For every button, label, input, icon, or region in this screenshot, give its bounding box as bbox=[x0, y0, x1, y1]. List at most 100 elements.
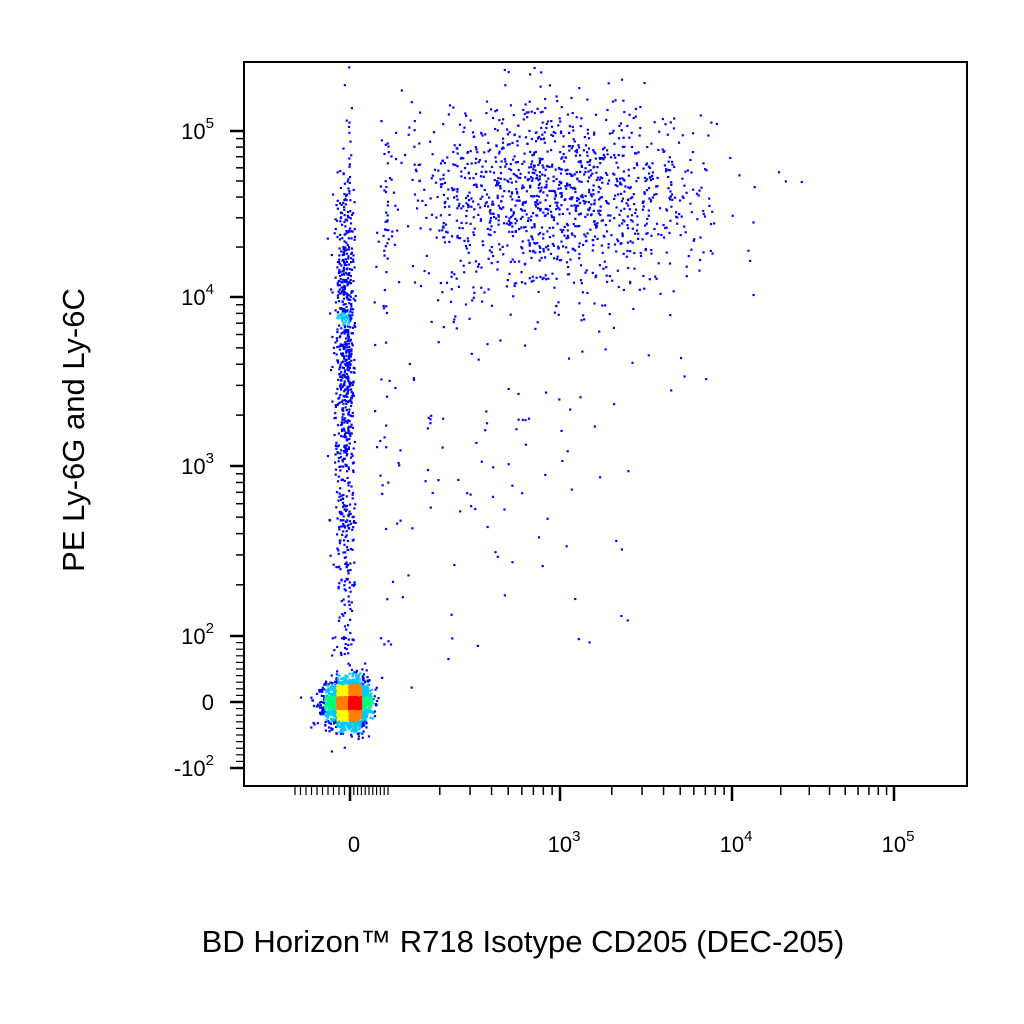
event-dot bbox=[347, 312, 351, 315]
event-dot bbox=[351, 693, 355, 696]
event-dot bbox=[341, 269, 344, 272]
event-dot bbox=[543, 174, 546, 177]
event-dot bbox=[614, 194, 617, 197]
event-dot bbox=[362, 730, 365, 733]
event-dot bbox=[528, 166, 531, 169]
event-dot bbox=[622, 99, 625, 102]
event-dot bbox=[447, 188, 450, 191]
event-dot bbox=[344, 225, 347, 228]
event-dot bbox=[679, 234, 682, 237]
event-dot bbox=[363, 701, 366, 704]
event-dot bbox=[644, 180, 647, 183]
event-dot bbox=[503, 508, 506, 511]
event-dot bbox=[475, 157, 478, 160]
event-dot bbox=[340, 710, 343, 713]
event-dot bbox=[516, 140, 519, 143]
event-dot bbox=[431, 491, 434, 495]
event-dot bbox=[676, 216, 679, 219]
event-dot bbox=[364, 662, 367, 665]
event-dot bbox=[560, 181, 563, 184]
event-dot bbox=[626, 241, 629, 244]
event-dot bbox=[336, 693, 339, 696]
event-dot bbox=[335, 566, 338, 569]
event-dot bbox=[324, 707, 327, 710]
event-dot bbox=[333, 713, 336, 716]
event-dot bbox=[344, 642, 347, 646]
event-dot bbox=[510, 181, 513, 184]
event-dot bbox=[470, 505, 473, 508]
event-dot bbox=[511, 235, 515, 238]
event-dot bbox=[359, 692, 362, 695]
event-dot bbox=[513, 155, 516, 158]
event-dot bbox=[387, 229, 390, 232]
event-dot bbox=[517, 418, 520, 421]
event-dot bbox=[473, 291, 476, 294]
event-dot bbox=[436, 196, 439, 199]
event-dot bbox=[431, 153, 434, 156]
event-dot bbox=[346, 180, 349, 183]
event-dot bbox=[551, 163, 554, 166]
event-dot bbox=[418, 179, 421, 182]
event-dot bbox=[341, 637, 344, 640]
event-dot bbox=[620, 614, 623, 618]
event-dot bbox=[487, 205, 490, 208]
event-dot bbox=[588, 137, 591, 140]
event-dot bbox=[525, 213, 528, 216]
event-dot bbox=[350, 456, 353, 459]
event-dot bbox=[536, 242, 539, 245]
event-dot bbox=[339, 344, 342, 347]
event-dot bbox=[562, 228, 565, 232]
event-dot bbox=[492, 466, 495, 469]
event-dot bbox=[550, 133, 553, 136]
event-dot bbox=[689, 202, 692, 205]
event-dot bbox=[574, 249, 577, 252]
event-dot bbox=[343, 84, 346, 87]
event-dot bbox=[445, 281, 449, 284]
event-dot bbox=[346, 711, 349, 714]
event-dot bbox=[620, 192, 623, 195]
event-dot bbox=[553, 140, 557, 143]
event-dot bbox=[566, 182, 569, 185]
event-dot bbox=[351, 491, 355, 494]
event-dot bbox=[345, 310, 348, 313]
event-dot bbox=[350, 404, 353, 407]
event-dot bbox=[566, 224, 569, 227]
event-dot bbox=[559, 132, 563, 135]
event-dot bbox=[669, 190, 672, 193]
event-dot bbox=[543, 186, 546, 189]
event-dot bbox=[483, 188, 486, 192]
event-dot bbox=[588, 176, 591, 179]
event-dot bbox=[490, 245, 493, 249]
event-dot bbox=[349, 522, 353, 525]
event-dot bbox=[380, 378, 383, 381]
event-dot bbox=[503, 594, 506, 597]
event-dot bbox=[753, 186, 756, 189]
event-dot bbox=[347, 420, 350, 423]
event-dot bbox=[644, 224, 647, 227]
event-dot bbox=[597, 185, 600, 188]
event-dot bbox=[671, 163, 674, 166]
event-dot bbox=[351, 383, 354, 386]
event-dot bbox=[477, 161, 480, 164]
event-dot bbox=[340, 211, 343, 214]
event-dot bbox=[612, 172, 615, 175]
event-dot bbox=[503, 68, 506, 72]
event-dot bbox=[583, 318, 586, 321]
event-dot bbox=[521, 162, 524, 165]
event-dot bbox=[348, 181, 351, 184]
event-dot bbox=[448, 240, 451, 243]
event-dot bbox=[489, 212, 492, 215]
event-dot bbox=[453, 564, 456, 567]
event-dot bbox=[466, 492, 469, 495]
event-dot bbox=[622, 252, 625, 255]
event-dot bbox=[647, 187, 651, 190]
event-dot bbox=[348, 687, 351, 690]
event-dot bbox=[439, 282, 442, 285]
event-dot bbox=[336, 235, 339, 239]
event-dot bbox=[343, 421, 346, 424]
event-dot bbox=[574, 207, 578, 210]
event-dot bbox=[353, 581, 356, 584]
event-dot bbox=[339, 270, 342, 273]
event-dot bbox=[559, 151, 562, 154]
event-dot bbox=[338, 686, 341, 689]
